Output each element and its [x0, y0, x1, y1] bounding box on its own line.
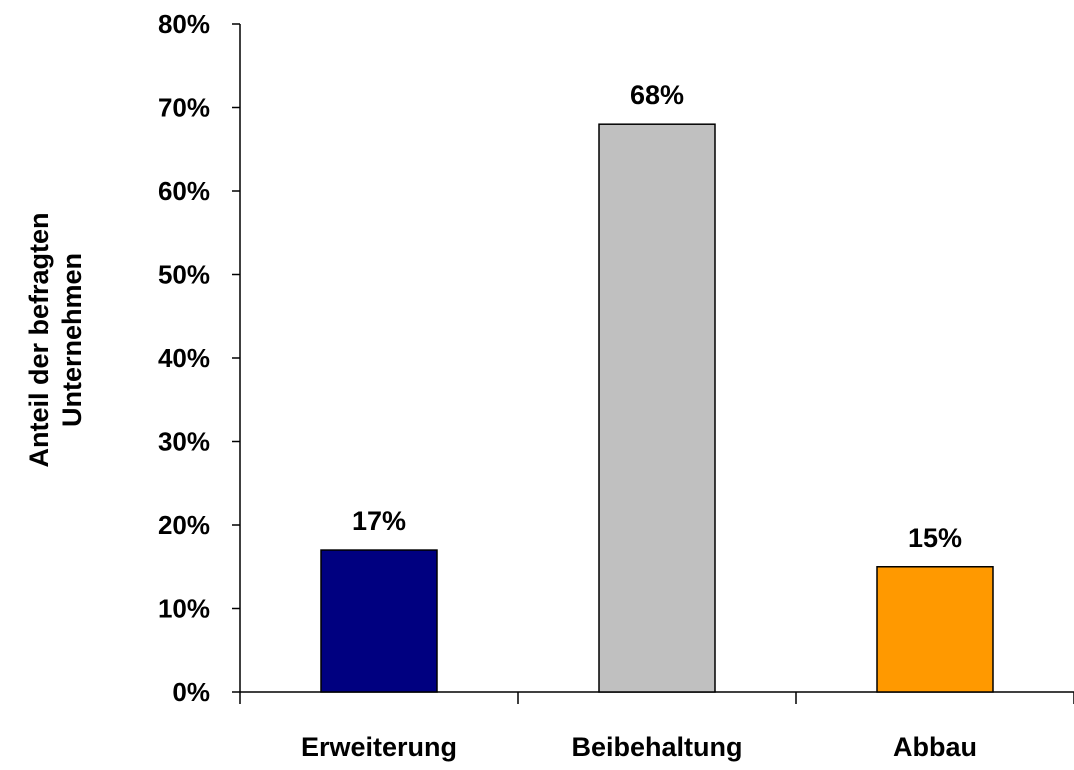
bar	[876, 566, 994, 693]
y-ticks: 0% 10% 20% 30% 40% 50% 60% 70% 80%	[158, 9, 240, 707]
y-tick-label: 20%	[158, 510, 210, 540]
bar	[598, 123, 716, 693]
y-tick-label: 50%	[158, 260, 210, 290]
x-tick-label: Beibehaltung	[571, 732, 742, 762]
y-tick-label: 80%	[158, 9, 210, 39]
data-label: 15%	[908, 523, 962, 553]
data-label: 68%	[630, 80, 684, 110]
y-axis-title-line-1: Anteil der befragten	[24, 212, 54, 467]
y-tick-label: 30%	[158, 427, 210, 457]
x-tick-labels: Erweiterung Beibehaltung Abbau	[301, 732, 977, 762]
data-label: 17%	[352, 506, 406, 536]
y-tick-label: 10%	[158, 594, 210, 624]
y-tick-label: 60%	[158, 176, 210, 206]
x-tick-label: Abbau	[893, 732, 977, 762]
y-tick-label: 0%	[172, 677, 210, 707]
bar	[320, 549, 438, 693]
bars	[320, 123, 994, 693]
y-tick-label: 70%	[158, 93, 210, 123]
x-tick-label: Erweiterung	[301, 732, 457, 762]
y-tick-label: 40%	[158, 343, 210, 373]
y-axis-title-line-2: Unternehmen	[57, 253, 87, 427]
y-axis-title: Anteil der befragten Unternehmen	[24, 212, 87, 467]
data-labels: 17% 68% 15%	[352, 80, 962, 553]
